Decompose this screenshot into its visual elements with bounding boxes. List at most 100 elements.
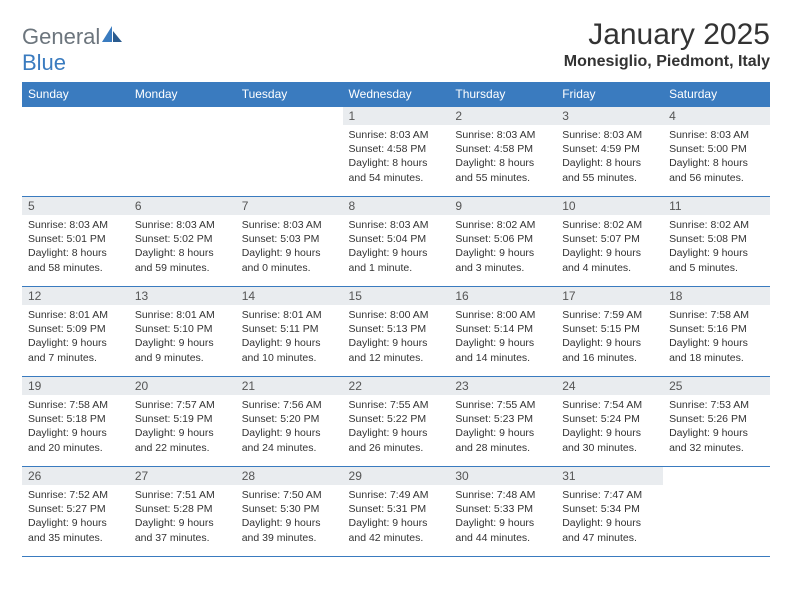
day-info-line: Sunset: 5:31 PM (349, 502, 444, 516)
day-number: 29 (343, 467, 450, 485)
calendar-day-cell: 11Sunrise: 8:02 AMSunset: 5:08 PMDayligh… (663, 197, 770, 287)
day-info-line: and 10 minutes. (242, 351, 337, 365)
day-info-line: Sunset: 5:07 PM (562, 232, 657, 246)
day-info-line: Daylight: 8 hours (28, 246, 123, 260)
day-info-line: Sunset: 5:22 PM (349, 412, 444, 426)
day-info-line: Daylight: 8 hours (562, 156, 657, 170)
day-number: 24 (556, 377, 663, 395)
calendar-body: 1 Sunrise: 8:03 AM Sunset: 4:58 PM Daylight… (22, 107, 770, 557)
day-info-line: Daylight: 9 hours (135, 516, 230, 530)
day-info-line: Sunset: 4:58 PM (455, 142, 550, 156)
day-info-line: Daylight: 9 hours (562, 336, 657, 350)
calendar-day-cell: 16Sunrise: 8:00 AMSunset: 5:14 PMDayligh… (449, 287, 556, 377)
calendar-day-cell: 31Sunrise: 7:47 AMSunset: 5:34 PMDayligh… (556, 467, 663, 557)
day-number: 28 (236, 467, 343, 485)
day-info-line: Daylight: 9 hours (349, 246, 444, 260)
day-info-line: Daylight: 9 hours (669, 426, 764, 440)
day-info-line: Sunset: 5:00 PM (669, 142, 764, 156)
day-number: 9 (449, 197, 556, 215)
day-info-line: Sunset: 5:23 PM (455, 412, 550, 426)
day-info-line: and 5 minutes. (669, 261, 764, 275)
calendar-day-cell: 22Sunrise: 7:55 AMSunset: 5:22 PMDayligh… (343, 377, 450, 467)
day-info-line: Sunrise: 8:00 AM (349, 308, 444, 322)
calendar-week-row: 19Sunrise: 7:58 AMSunset: 5:18 PMDayligh… (22, 377, 770, 467)
day-info-line: and 56 minutes. (669, 171, 764, 185)
day-info-line: Sunset: 5:04 PM (349, 232, 444, 246)
day-info-line: Daylight: 9 hours (242, 336, 337, 350)
day-info-line: Sunrise: 8:03 AM (562, 128, 657, 142)
logo-word-1: General (22, 24, 100, 49)
calendar-day-cell: 2Sunrise: 8:03 AMSunset: 4:58 PMDaylight… (449, 107, 556, 197)
day-number: 31 (556, 467, 663, 485)
calendar-table: SundayMondayTuesdayWednesdayThursdayFrid… (22, 82, 770, 557)
day-info-line: Sunset: 4:59 PM (562, 142, 657, 156)
weekday-header: Wednesday (343, 82, 450, 107)
day-number: 10 (556, 197, 663, 215)
day-info: Sunrise: 7:52 AMSunset: 5:27 PMDaylight:… (22, 485, 129, 549)
day-info: Sunrise: 8:03 AMSunset: 5:03 PMDaylight:… (236, 215, 343, 279)
day-info-line: Daylight: 9 hours (562, 426, 657, 440)
logo-word-2: Blue (22, 50, 66, 75)
day-info-line: Sunrise: 7:55 AM (455, 398, 550, 412)
day-info: Sunrise: 8:00 AMSunset: 5:14 PMDaylight:… (449, 305, 556, 369)
day-number: 8 (343, 197, 450, 215)
day-number: 30 (449, 467, 556, 485)
calendar-day-cell: 15Sunrise: 8:00 AMSunset: 5:13 PMDayligh… (343, 287, 450, 377)
day-number: 11 (663, 197, 770, 215)
calendar-day-cell: 17Sunrise: 7:59 AMSunset: 5:15 PMDayligh… (556, 287, 663, 377)
calendar-day-cell: 25Sunrise: 7:53 AMSunset: 5:26 PMDayligh… (663, 377, 770, 467)
day-info: Sunrise: 8:01 AMSunset: 5:09 PMDaylight:… (22, 305, 129, 369)
day-info-line: and 16 minutes. (562, 351, 657, 365)
day-info-line: and 32 minutes. (669, 441, 764, 455)
weekday-header: Sunday (22, 82, 129, 107)
day-info-line: and 59 minutes. (135, 261, 230, 275)
day-info-line: and 58 minutes. (28, 261, 123, 275)
day-info-line: Sunrise: 7:58 AM (28, 398, 123, 412)
day-info: Sunrise: 8:03 AMSunset: 5:01 PMDaylight:… (22, 215, 129, 279)
day-info-line: Sunrise: 7:53 AM (669, 398, 764, 412)
day-info-line: Sunset: 5:18 PM (28, 412, 123, 426)
day-info-line: Daylight: 9 hours (562, 246, 657, 260)
day-info-line: Daylight: 9 hours (455, 336, 550, 350)
day-info: Sunrise: 8:03 AMSunset: 5:02 PMDaylight:… (129, 215, 236, 279)
day-info-line: Sunrise: 8:03 AM (349, 128, 444, 142)
day-info-line: Sunrise: 8:03 AM (349, 218, 444, 232)
day-info-line: Daylight: 9 hours (135, 426, 230, 440)
day-info-line: and 0 minutes. (242, 261, 337, 275)
day-number: 1 (343, 107, 450, 125)
day-info-line: Sunset: 5:28 PM (135, 502, 230, 516)
day-number: 19 (22, 377, 129, 395)
day-info-line: Sunrise: 8:02 AM (562, 218, 657, 232)
day-info: Sunrise: 8:03 AMSunset: 4:59 PMDaylight:… (556, 125, 663, 189)
day-info-line: Daylight: 9 hours (28, 426, 123, 440)
day-number: 22 (343, 377, 450, 395)
calendar-week-row: 12Sunrise: 8:01 AMSunset: 5:09 PMDayligh… (22, 287, 770, 377)
day-info-line: Sunset: 5:06 PM (455, 232, 550, 246)
day-info-line: Sunset: 5:02 PM (135, 232, 230, 246)
day-info-line: Sunrise: 8:03 AM (242, 218, 337, 232)
day-number: 26 (22, 467, 129, 485)
day-info-line: Sunset: 5:14 PM (455, 322, 550, 336)
calendar-head: SundayMondayTuesdayWednesdayThursdayFrid… (22, 82, 770, 107)
day-info-line: and 55 minutes. (562, 171, 657, 185)
day-info-line: Sunset: 5:26 PM (669, 412, 764, 426)
day-info: Sunrise: 7:51 AMSunset: 5:28 PMDaylight:… (129, 485, 236, 549)
calendar-day-cell: 30Sunrise: 7:48 AMSunset: 5:33 PMDayligh… (449, 467, 556, 557)
day-info: Sunrise: 7:53 AMSunset: 5:26 PMDaylight:… (663, 395, 770, 459)
day-info: Sunrise: 7:50 AMSunset: 5:30 PMDaylight:… (236, 485, 343, 549)
day-info: Sunrise: 7:55 AMSunset: 5:22 PMDaylight:… (343, 395, 450, 459)
day-number: 27 (129, 467, 236, 485)
calendar-day-cell: 13Sunrise: 8:01 AMSunset: 5:10 PMDayligh… (129, 287, 236, 377)
weekday-row: SundayMondayTuesdayWednesdayThursdayFrid… (22, 82, 770, 107)
day-info-line: Sunrise: 8:03 AM (28, 218, 123, 232)
day-info-line: Daylight: 8 hours (669, 156, 764, 170)
calendar-day-cell: 6Sunrise: 8:03 AMSunset: 5:02 PMDaylight… (129, 197, 236, 287)
day-number: 4 (663, 107, 770, 125)
day-info-line: Daylight: 8 hours (349, 156, 444, 170)
day-info-line: Sunset: 5:15 PM (562, 322, 657, 336)
calendar-day-cell: 18Sunrise: 7:58 AMSunset: 5:16 PMDayligh… (663, 287, 770, 377)
day-info-line: Sunrise: 8:01 AM (135, 308, 230, 322)
day-info-line: Daylight: 9 hours (562, 516, 657, 530)
day-number: 12 (22, 287, 129, 305)
day-info-line: Sunrise: 7:51 AM (135, 488, 230, 502)
